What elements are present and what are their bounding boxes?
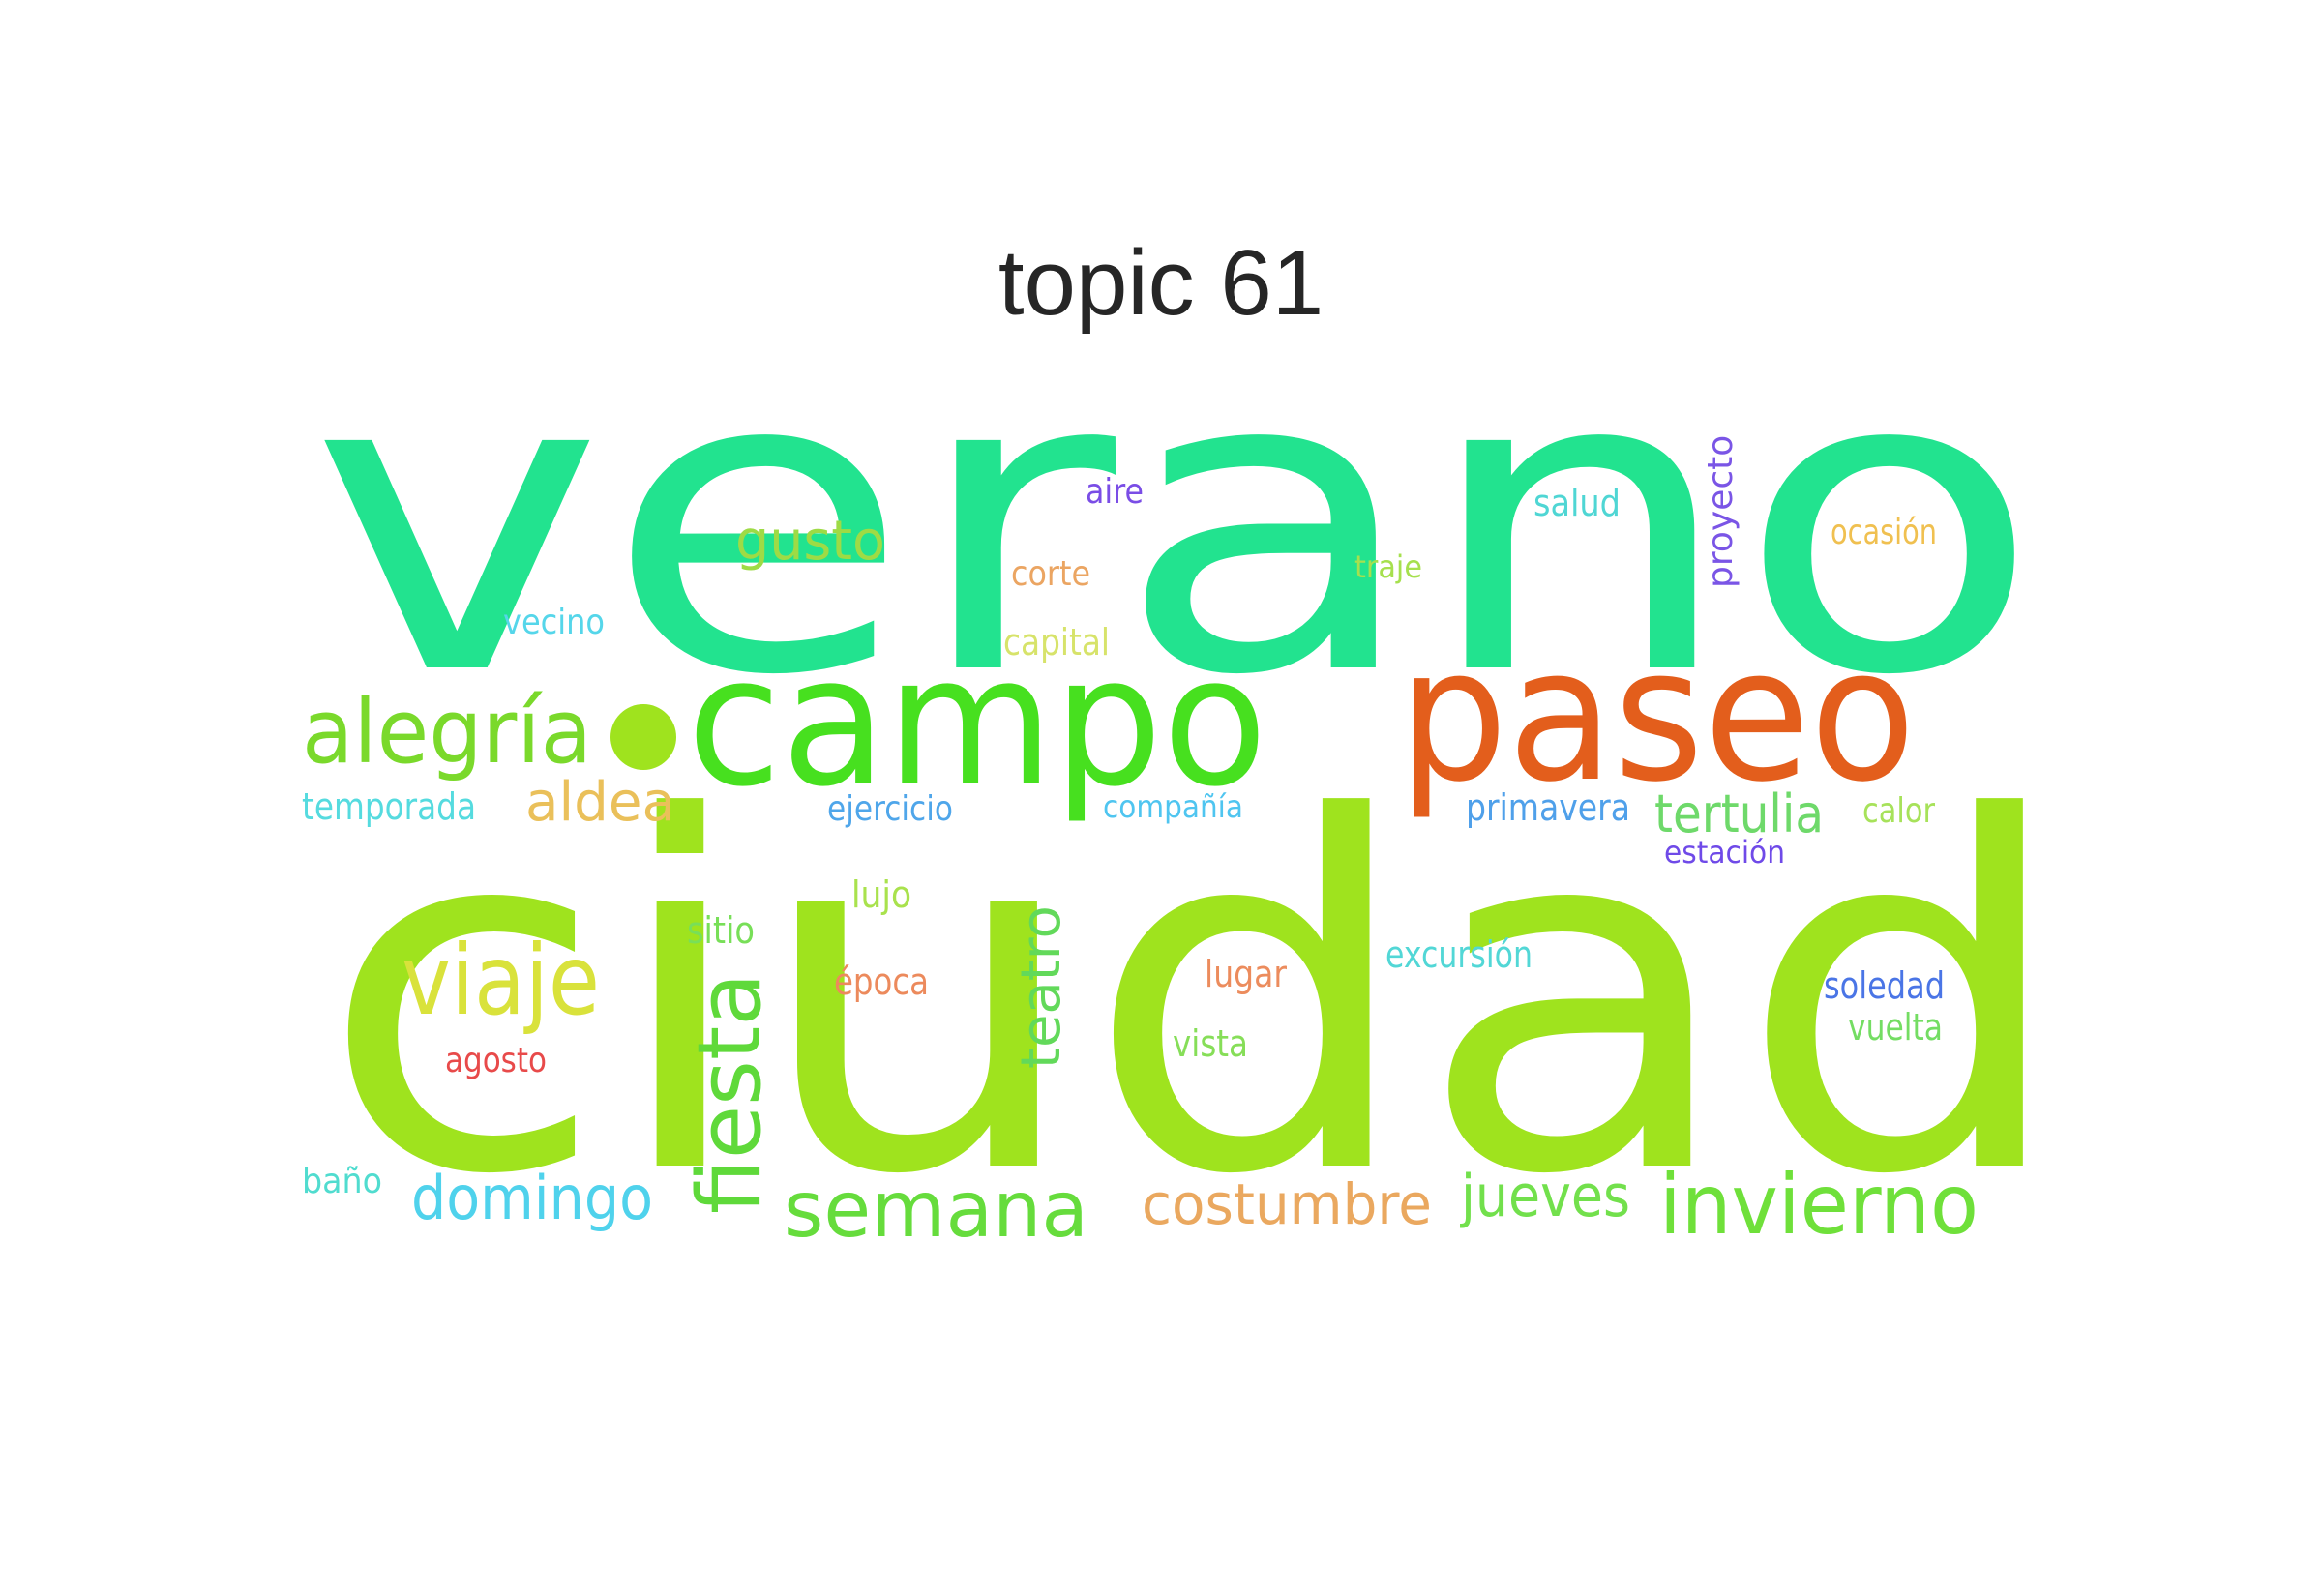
word-vecino: vecino: [503, 603, 605, 642]
word-soledad: soledad: [1824, 964, 1945, 1007]
word-temporada: temporada: [302, 785, 476, 828]
word-primavera: primavera: [1466, 786, 1630, 829]
word-ocasión: ocasión: [1831, 513, 1937, 552]
word-baño: baño: [302, 1162, 382, 1201]
word-lujo: lujo: [851, 873, 911, 916]
word-agosto: agosto: [445, 1041, 547, 1080]
word-costumbre: costumbre: [1142, 1171, 1432, 1237]
word-viaje: viaje: [402, 924, 600, 1037]
word-vista: vista: [1173, 1022, 1248, 1065]
word-campo: campo: [687, 617, 1267, 826]
word-sitio: sitio: [687, 909, 755, 952]
word-gusto: gusto: [735, 510, 885, 573]
word-jueves: jueves: [1459, 1163, 1630, 1230]
word-ejercicio: ejercicio: [827, 789, 953, 829]
word-invierno: invierno: [1659, 1157, 1979, 1254]
word-semana: semana: [784, 1165, 1088, 1255]
word-paseo: paseo: [1398, 608, 1916, 822]
word-vuelta: vuelta: [1848, 1006, 1943, 1049]
cloud-title: topic 61: [997, 231, 1325, 335]
word-domingo: domingo: [411, 1163, 653, 1233]
word-fiesta: fiesta: [679, 973, 781, 1214]
word-estación: estación: [1664, 834, 1785, 871]
word-aire: aire: [1086, 472, 1144, 512]
word-ciudad-dot: [610, 704, 676, 770]
word-tertulia: tertulia: [1654, 783, 1824, 844]
word-excursión: excursión: [1385, 933, 1533, 976]
word-proyecto: proyecto: [1701, 435, 1741, 588]
word-verano: verano: [310, 282, 2041, 766]
word-ciudad: ciudad: [319, 717, 2070, 1280]
word-lugar: lugar: [1205, 953, 1287, 995]
word-salud: salud: [1533, 482, 1621, 524]
word-época: época: [834, 961, 929, 1003]
word-compañía: compañía: [1103, 788, 1243, 825]
word-traje: traje: [1354, 548, 1422, 585]
word-alegría: alegría: [302, 680, 592, 783]
word-aldea: aldea: [525, 771, 675, 834]
word-capital: capital: [1003, 621, 1110, 664]
word-teatro: teatro: [1010, 905, 1073, 1069]
word-corte: corte: [1011, 554, 1090, 594]
word-calor: calor: [1862, 791, 1935, 831]
